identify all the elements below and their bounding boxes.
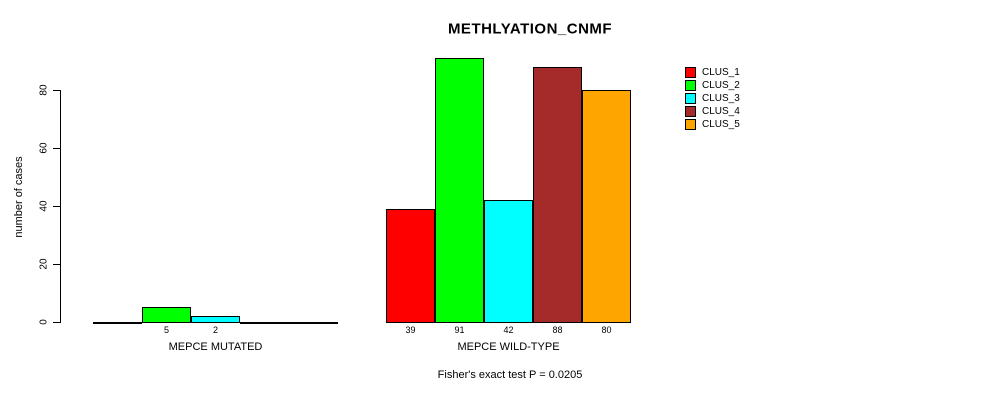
bar-clus_4 [533, 67, 582, 323]
bar-clus_2 [435, 58, 484, 323]
y-axis-tick [53, 90, 60, 91]
legend-swatch-icon [685, 106, 696, 117]
bar-clus_5 [582, 90, 631, 323]
y-axis-line [60, 90, 61, 323]
legend-item: CLUS_1 [685, 66, 740, 79]
bar-value-label: 2 [212, 325, 218, 335]
y-tick-label: 80 [38, 84, 50, 96]
y-tick-label: 60 [38, 142, 50, 154]
bar-clus_1 [93, 322, 142, 324]
legend-item: CLUS_4 [685, 105, 740, 118]
statistical-annotation: Fisher's exact test P = 0.0205 [437, 369, 583, 381]
bar-value-label: 91 [454, 325, 465, 335]
legend-item: CLUS_5 [685, 118, 740, 131]
bar-clus_3 [484, 200, 533, 323]
bar-clus_3 [191, 316, 240, 323]
y-axis-tick [53, 264, 60, 265]
bar-clus_5 [289, 322, 338, 324]
bar-value-label: 88 [552, 325, 563, 335]
y-axis-tick [53, 322, 60, 323]
y-axis-label: number of cases [13, 156, 25, 238]
legend-label: CLUS_3 [702, 93, 740, 104]
legend-label: CLUS_1 [702, 67, 740, 78]
bar-value-label: 39 [405, 325, 416, 335]
legend-item: CLUS_2 [685, 79, 740, 92]
bar-value-label: 80 [601, 325, 612, 335]
y-tick-label: 20 [38, 258, 50, 270]
y-axis-tick [53, 148, 60, 149]
y-tick-label: 40 [38, 200, 50, 212]
bar-clus_2 [142, 307, 191, 323]
legend-swatch-icon [685, 93, 696, 104]
y-tick-label: 0 [38, 319, 50, 325]
legend-label: CLUS_4 [702, 106, 740, 117]
legend-label: CLUS_5 [702, 119, 740, 130]
legend-swatch-icon [685, 119, 696, 130]
legend-swatch-icon [685, 80, 696, 91]
bar-clus_1 [386, 209, 435, 323]
legend-swatch-icon [685, 67, 696, 78]
bar-value-label: 5 [163, 325, 169, 335]
bar-clus_4 [240, 322, 289, 324]
bar-value-label: 42 [503, 325, 514, 335]
legend: CLUS_1 CLUS_2 CLUS_3 CLUS_4 CLUS_5 [685, 66, 740, 131]
legend-item: CLUS_3 [685, 92, 740, 105]
x-group-label: MEPCE WILD-TYPE [457, 341, 560, 353]
legend-label: CLUS_2 [702, 80, 740, 91]
x-group-label: MEPCE MUTATED [168, 341, 263, 353]
chart-title: METHLYATION_CNMF [447, 20, 613, 38]
y-axis-tick [53, 206, 60, 207]
